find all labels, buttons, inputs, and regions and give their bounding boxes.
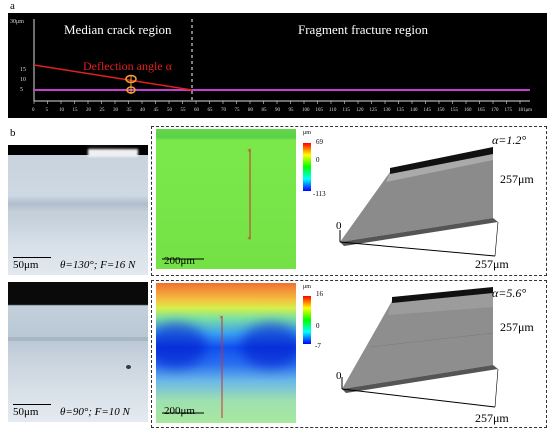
x-tick-label: 150 bbox=[437, 108, 445, 113]
colorbar-b-unit: μm bbox=[303, 130, 311, 136]
x-tick-label: 105 bbox=[316, 108, 324, 113]
height-map-c: × 200μm bbox=[156, 283, 296, 423]
x-tick-label: 135 bbox=[397, 108, 405, 113]
colorbar-c-max: 16 bbox=[316, 290, 323, 298]
micrograph-b-condition: θ=130°; F=16 N bbox=[60, 259, 136, 271]
colorbar-b bbox=[303, 143, 311, 191]
crack-deflection-line bbox=[33, 64, 193, 91]
y-tick-label: 5 bbox=[20, 87, 23, 93]
svg-text:×: × bbox=[247, 146, 252, 155]
x-tick-label: 170 bbox=[491, 108, 499, 113]
y-tick-label: 30μm bbox=[10, 19, 24, 25]
x-tick-label: 15 bbox=[73, 108, 79, 113]
micrograph-c-condition: θ=90°; F=10 N bbox=[60, 406, 130, 418]
x-tick-label: 35 bbox=[127, 108, 133, 113]
angle-c: α=5.6° bbox=[492, 286, 527, 300]
x-tick-label: 165 bbox=[478, 108, 486, 113]
micrograph-c-scale: 50μm bbox=[13, 406, 39, 418]
y-ticks: 30μm 15 10 5 bbox=[10, 19, 26, 93]
x-tick-label: 40 bbox=[140, 108, 146, 113]
surface-3d-b bbox=[339, 147, 499, 257]
svg-text:×: × bbox=[219, 313, 224, 322]
x-tick-label: 20 bbox=[86, 108, 92, 113]
y-tick-label: 10 bbox=[20, 77, 26, 83]
panel-b-box bbox=[151, 126, 547, 276]
micrograph-b-scale: 50μm bbox=[13, 259, 39, 271]
micrograph-b: 50μm θ=130°; F=16 N bbox=[8, 145, 148, 275]
svg-text:×: × bbox=[247, 234, 252, 243]
x-tick-label: 25 bbox=[100, 108, 106, 113]
deflection-angle-label: Deflection angle α bbox=[83, 59, 173, 73]
x-tick-label: 155 bbox=[451, 108, 459, 113]
colorbar-c-mid: 0 bbox=[316, 322, 320, 330]
right-region-label: Fragment fracture region bbox=[298, 22, 428, 37]
x-tick-label: 60 bbox=[194, 108, 200, 113]
x-tick-label: 100 bbox=[302, 108, 310, 113]
x-tick-label: 50 bbox=[167, 108, 173, 113]
x-tick-label: 160 bbox=[464, 108, 472, 113]
x-tick-label: 120 bbox=[356, 108, 364, 113]
x-tick-label: 5 bbox=[46, 108, 49, 113]
left-region-label: Median crack region bbox=[64, 22, 172, 37]
x-tick-label: 130 bbox=[383, 108, 391, 113]
x-tick-label: 55 bbox=[181, 108, 187, 113]
map-c-scale: 200μm bbox=[164, 405, 195, 417]
x-tick-label: 70 bbox=[221, 108, 227, 113]
x-tick-label: 30 bbox=[113, 108, 119, 113]
dim-c-x: 257μm bbox=[475, 411, 509, 425]
origin-b: 0 bbox=[336, 220, 342, 232]
angle-b: α=1.2° bbox=[492, 133, 527, 147]
panel-b-label: b bbox=[10, 127, 16, 139]
x-tick-label: 110 bbox=[329, 108, 337, 113]
colorbar-c-unit: μm bbox=[303, 284, 311, 290]
x-tick-label: 10 bbox=[59, 108, 65, 113]
x-tick-label: 90 bbox=[275, 108, 281, 113]
x-tick-label: 75 bbox=[235, 108, 241, 113]
x-tick-label: 175 bbox=[505, 108, 513, 113]
x-tick-label: 140 bbox=[410, 108, 418, 113]
surface-3d-c bbox=[341, 287, 499, 408]
colorbar-c-min: -7 bbox=[315, 342, 321, 350]
x-tick-label: 181μm bbox=[518, 108, 532, 113]
x-tick-label: 45 bbox=[154, 108, 160, 113]
x-tick-label: 65 bbox=[208, 108, 214, 113]
x-ticks: 0 5 10 15 20 25 30 35 40 45 50 55 60 65 70 75 80 85 90 95 10… bbox=[32, 101, 532, 113]
x-tick-label: 145 bbox=[424, 108, 432, 113]
x-tick-label: 115 bbox=[343, 108, 351, 113]
dim-b-y: 257μm bbox=[500, 172, 534, 186]
x-tick-label: 0 bbox=[32, 108, 35, 113]
x-tick-label: 80 bbox=[248, 108, 254, 113]
map-b-scale: 200μm bbox=[164, 255, 195, 267]
dim-b-x: 257μm bbox=[475, 257, 509, 271]
angle-marker bbox=[125, 74, 137, 94]
x-tick-label: 125 bbox=[370, 108, 378, 113]
height-map-b: × × 200μm bbox=[156, 129, 296, 269]
origin-c: 0 bbox=[336, 370, 342, 382]
dim-c-y: 257μm bbox=[500, 320, 534, 334]
profile-svg: 0 5 10 15 20 25 30 35 40 45 50 55 60 65 70 75 80 85 90 95 10… bbox=[10, 19, 532, 113]
panel-c-box bbox=[151, 280, 547, 428]
y-tick-label: 15 bbox=[20, 67, 26, 73]
colorbar-c bbox=[303, 296, 311, 344]
colorbar-b-mid: 0 bbox=[316, 156, 320, 164]
micrograph-c: 50μm θ=90°; F=10 N bbox=[8, 282, 148, 422]
x-tick-label: 95 bbox=[289, 108, 295, 113]
colorbar-b-max: 69 bbox=[316, 138, 323, 146]
profile-plot: 0 5 10 15 20 25 30 35 40 45 50 55 60 65 70 75 80 85 90 95 10… bbox=[8, 13, 547, 118]
colorbar-b-min: -113 bbox=[313, 190, 326, 198]
x-tick-label: 85 bbox=[262, 108, 268, 113]
panel-a-label: a bbox=[10, 0, 15, 12]
